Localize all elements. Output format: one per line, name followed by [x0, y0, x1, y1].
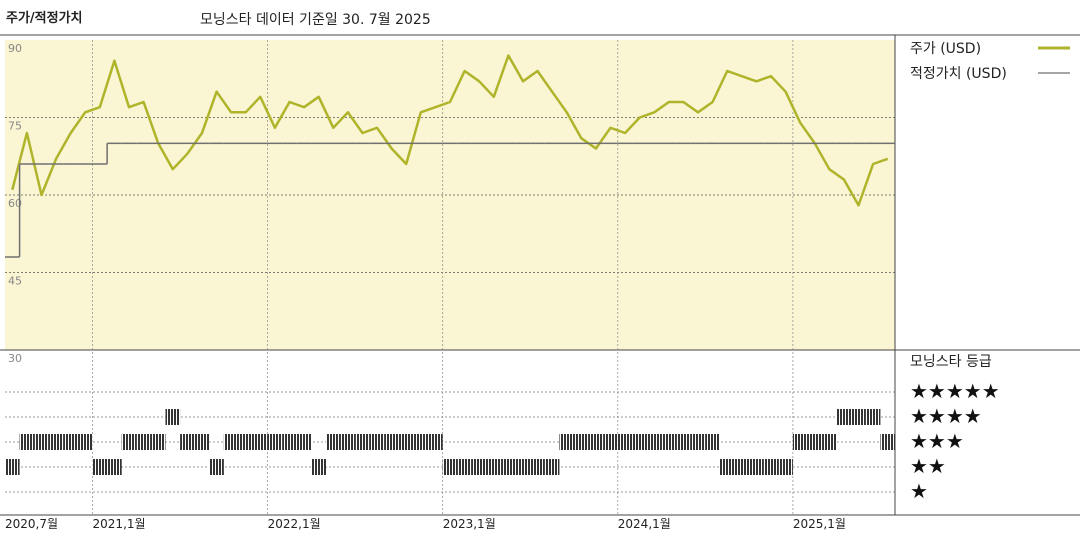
- rating-bar: [734, 459, 750, 475]
- rating-bar: [574, 434, 589, 450]
- rating-bar: [822, 434, 837, 450]
- rating-bar: [778, 459, 793, 475]
- rating-bar: [515, 459, 531, 475]
- rating-bar: [676, 434, 691, 450]
- rating-bar: [588, 434, 604, 450]
- x-tick-label: 2024,1월: [618, 517, 671, 531]
- y-tick-label: 60: [8, 197, 22, 210]
- rating-level-label: ★★★★: [910, 404, 982, 428]
- rating-bar: [603, 434, 618, 450]
- rating-bar: [719, 459, 735, 475]
- rating-level-label: ★★: [910, 454, 946, 478]
- rating-level-label: ★: [910, 479, 928, 503]
- rating-bar: [194, 434, 210, 450]
- rating-bar: [398, 434, 414, 450]
- x-tick-label: 2022,1월: [268, 517, 321, 531]
- y-tick-label: 30: [8, 352, 22, 365]
- rating-bar: [223, 434, 239, 450]
- rating-bar: [559, 434, 575, 450]
- rating-bar: [836, 409, 852, 425]
- rating-bar: [792, 434, 808, 450]
- rating-bar: [632, 434, 647, 450]
- rating-bar: [544, 459, 560, 475]
- rating-bar: [209, 459, 224, 475]
- y-tick-label: 45: [8, 275, 22, 288]
- legend-label: 주가 (USD): [910, 41, 981, 57]
- rating-bar: [340, 434, 356, 450]
- x-tick-label: 2021,1월: [93, 517, 146, 531]
- rating-bar: [282, 434, 297, 450]
- rating-bar: [238, 434, 254, 450]
- rating-bar: [661, 434, 677, 450]
- rating-bar: [851, 409, 866, 425]
- rating-level-label: ★★★: [910, 429, 964, 453]
- rating-bar: [34, 434, 49, 450]
- rating-bar: [384, 434, 399, 450]
- rating-bar: [646, 434, 662, 450]
- rating-bar: [617, 434, 633, 450]
- rating-bar: [121, 434, 137, 450]
- rating-bar: [296, 434, 312, 450]
- rating-bar: [180, 434, 195, 450]
- rating-bar: [77, 434, 93, 450]
- rating-bar: [865, 409, 881, 425]
- rating-bar: [92, 459, 108, 475]
- legend-label: 적정가치 (USD): [910, 66, 1007, 82]
- rating-bar: [428, 434, 443, 450]
- rating-bar: [763, 459, 779, 475]
- rating-bar: [136, 434, 151, 450]
- chart-title: 주가/적정가치: [6, 10, 83, 26]
- rating-bar: [355, 434, 370, 450]
- rating-bar: [457, 459, 472, 475]
- x-tick-label: 2025,1월: [793, 517, 846, 531]
- rating-bar: [471, 459, 487, 475]
- y-tick-label: 75: [8, 120, 22, 133]
- rating-bar: [705, 434, 720, 450]
- rating-bar: [442, 459, 458, 475]
- chart-subtitle: 모닝스타 데이터 기준일 30. 7월 2025: [200, 12, 431, 28]
- rating-bar: [369, 434, 385, 450]
- rating-bar: [311, 459, 326, 475]
- rating-bar: [530, 459, 545, 475]
- rating-bar: [150, 434, 166, 450]
- rating-level-label: ★★★★★: [910, 379, 1000, 403]
- rating-bar: [5, 459, 20, 475]
- rating-bar: [690, 434, 706, 450]
- rating-bar: [63, 434, 78, 450]
- rating-bar: [253, 434, 268, 450]
- rating-bar: [325, 434, 341, 450]
- rating-bar: [19, 434, 35, 450]
- rating-bar: [486, 459, 502, 475]
- rating-bar: [413, 434, 429, 450]
- rating-bar: [749, 459, 764, 475]
- rating-bar: [807, 434, 823, 450]
- rating-bar: [880, 434, 895, 450]
- rating-bar: [48, 434, 64, 450]
- y-tick-label: 90: [8, 42, 22, 55]
- rating-title: 모닝스타 등급: [910, 354, 992, 370]
- rating-bar: [267, 434, 283, 450]
- x-tick-label: 2020,7월: [5, 517, 58, 531]
- rating-bar: [107, 459, 122, 475]
- x-tick-label: 2023,1월: [443, 517, 496, 531]
- rating-bar: [165, 409, 181, 425]
- rating-bar: [501, 459, 516, 475]
